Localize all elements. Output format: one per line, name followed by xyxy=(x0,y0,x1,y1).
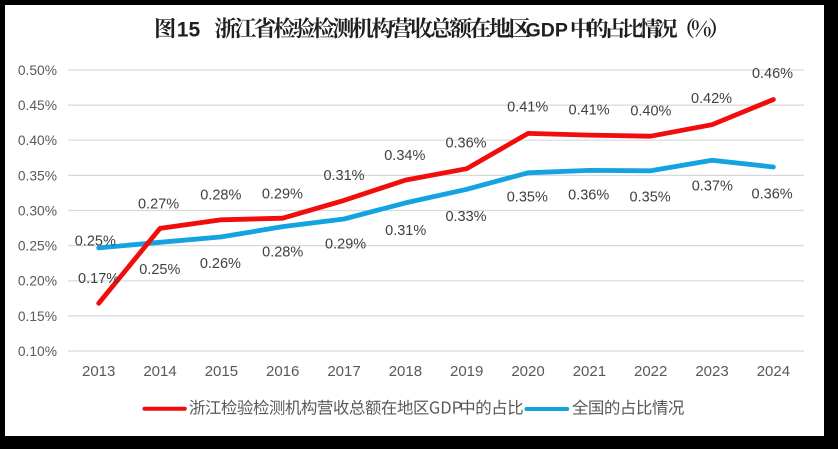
svg-text:0.31%: 0.31% xyxy=(385,223,426,239)
svg-text:0.41%: 0.41% xyxy=(569,102,610,118)
svg-text:0.28%: 0.28% xyxy=(200,188,241,204)
svg-text:0.40%: 0.40% xyxy=(18,133,57,148)
svg-text:0.45%: 0.45% xyxy=(18,98,57,113)
svg-text:0.35%: 0.35% xyxy=(18,168,57,183)
svg-text:0.31%: 0.31% xyxy=(323,168,364,184)
svg-text:0.35%: 0.35% xyxy=(507,190,548,206)
svg-text:0.37%: 0.37% xyxy=(692,179,733,195)
svg-text:15: 15 xyxy=(177,18,201,41)
svg-text:0.35%: 0.35% xyxy=(630,190,671,206)
svg-text:2023: 2023 xyxy=(695,363,728,380)
svg-text:2016: 2016 xyxy=(266,363,299,380)
svg-text:0.25%: 0.25% xyxy=(75,233,116,249)
svg-text:0.42%: 0.42% xyxy=(691,91,732,107)
svg-text:0.40%: 0.40% xyxy=(630,104,671,120)
svg-text:0.36%: 0.36% xyxy=(445,135,486,151)
svg-text:0.50%: 0.50% xyxy=(18,63,57,78)
svg-text:GDP: GDP xyxy=(526,19,568,41)
svg-text:0.26%: 0.26% xyxy=(200,256,241,272)
svg-text:2017: 2017 xyxy=(327,363,360,380)
svg-text:2018: 2018 xyxy=(389,363,422,380)
svg-text:2020: 2020 xyxy=(511,363,544,380)
svg-text:0.30%: 0.30% xyxy=(18,203,57,218)
svg-text:0.10%: 0.10% xyxy=(18,344,57,359)
svg-text:0.17%: 0.17% xyxy=(78,271,119,287)
svg-text:0.28%: 0.28% xyxy=(262,245,303,261)
svg-text:2021: 2021 xyxy=(573,363,606,380)
svg-text:2022: 2022 xyxy=(634,363,667,380)
svg-text:2015: 2015 xyxy=(205,363,238,380)
svg-text:0.29%: 0.29% xyxy=(325,237,366,253)
svg-text:0.36%: 0.36% xyxy=(752,187,793,203)
svg-text:2013: 2013 xyxy=(82,363,115,380)
svg-text:0.25%: 0.25% xyxy=(139,262,180,278)
svg-text:0.33%: 0.33% xyxy=(445,209,486,225)
svg-text:0.15%: 0.15% xyxy=(18,309,57,324)
svg-text:0.25%: 0.25% xyxy=(18,239,57,254)
svg-text:2019: 2019 xyxy=(450,363,483,380)
svg-text:0.36%: 0.36% xyxy=(568,188,609,204)
svg-text:0.41%: 0.41% xyxy=(507,100,548,116)
svg-text:2014: 2014 xyxy=(143,363,176,380)
svg-text:0.29%: 0.29% xyxy=(262,186,303,202)
svg-text:0.20%: 0.20% xyxy=(18,274,57,289)
svg-text:0.46%: 0.46% xyxy=(752,66,793,82)
svg-text:0.27%: 0.27% xyxy=(138,197,179,213)
svg-text:2024: 2024 xyxy=(757,363,790,380)
svg-text:0.34%: 0.34% xyxy=(384,148,425,164)
